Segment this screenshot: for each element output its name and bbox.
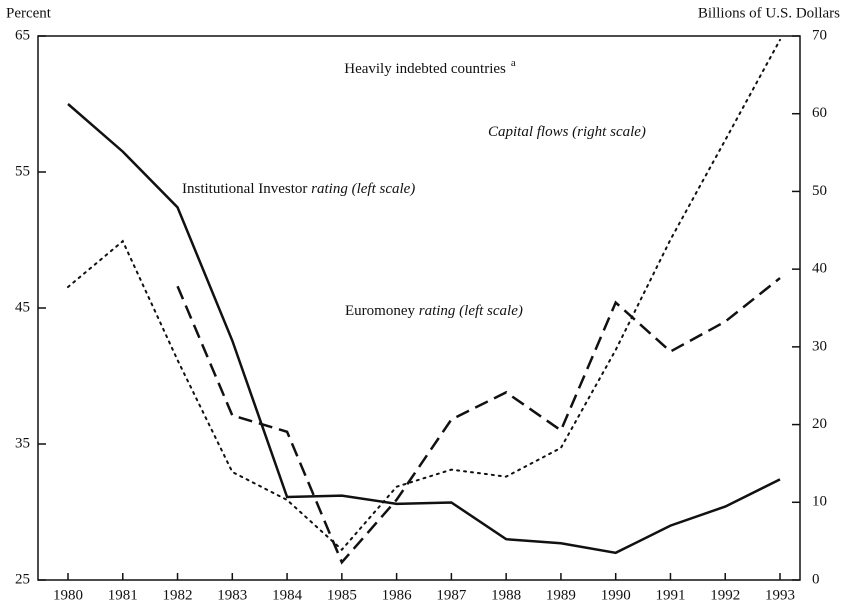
y-tick-label: 65 xyxy=(15,27,30,43)
x-tick-label: 1991 xyxy=(655,587,685,603)
y2-axis-label: Billions of U.S. Dollars xyxy=(698,5,840,21)
x-tick-label: 1985 xyxy=(327,587,357,603)
y-axis-label: Percent xyxy=(6,5,52,21)
series-label-part: rating (left scale) xyxy=(311,181,415,197)
x-tick-label: 1989 xyxy=(546,587,576,603)
y2-tick-label: 20 xyxy=(812,416,827,432)
x-tick-label: 1986 xyxy=(382,587,413,603)
y-tick-label: 55 xyxy=(15,163,30,179)
y2-tick-label: 30 xyxy=(812,338,827,354)
x-tick-label: 1988 xyxy=(491,587,521,603)
y-tick-label: 35 xyxy=(15,435,30,451)
x-tick-label: 1987 xyxy=(436,587,467,603)
y2-tick-label: 50 xyxy=(812,183,827,199)
x-tick-label: 1993 xyxy=(765,587,795,603)
series-label-part: Institutional Investor xyxy=(182,181,311,197)
y2-tick-label: 60 xyxy=(812,105,827,121)
series-label: Euromoney rating (left scale) xyxy=(345,303,523,319)
x-tick-label: 1983 xyxy=(217,587,247,603)
y2-tick-label: 0 xyxy=(812,571,820,587)
series-label-part: rating (left scale) xyxy=(419,303,523,319)
y-tick-label: 25 xyxy=(15,571,30,587)
series-label-part: Capital flows (right scale) xyxy=(488,124,646,140)
series-label: Capital flows (right scale) xyxy=(488,124,646,140)
x-tick-label: 1982 xyxy=(163,587,193,603)
y2-tick-label: 70 xyxy=(812,27,827,43)
title-text: Heavily indebted countries xyxy=(344,61,506,77)
x-tick-label: 1980 xyxy=(53,587,83,603)
series-line xyxy=(67,38,781,552)
series-line xyxy=(176,277,781,565)
title-note: a xyxy=(511,57,516,69)
x-tick-label: 1990 xyxy=(601,587,631,603)
chart-title: Heavily indebted countries a xyxy=(344,57,516,78)
y2-tick-label: 40 xyxy=(812,261,827,277)
x-tick-label: 1984 xyxy=(272,587,303,603)
series-label: Institutional Investor rating (left scal… xyxy=(182,181,415,197)
y-tick-label: 45 xyxy=(15,299,30,315)
series-line xyxy=(67,103,781,555)
y2-tick-label: 10 xyxy=(812,494,827,510)
series-label-part: Euromoney xyxy=(345,303,419,319)
x-tick-label: 1992 xyxy=(710,587,740,603)
x-tick-label: 1981 xyxy=(108,587,138,603)
